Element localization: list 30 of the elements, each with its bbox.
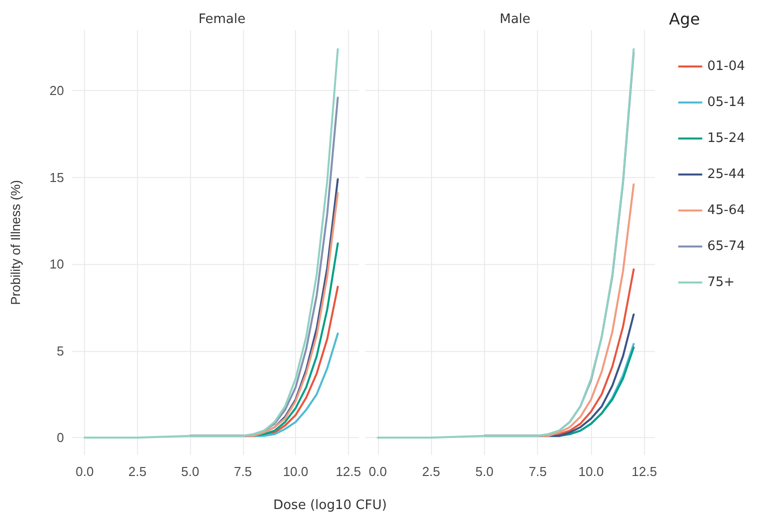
x-tick-label: 7.5 (234, 464, 252, 479)
x-tick-label: 5.0 (181, 464, 200, 479)
legend-label: 75+ (707, 275, 735, 290)
legend-label: 45-64 (707, 203, 746, 218)
legend-label: 65-74 (707, 239, 746, 254)
x-tick-label: 2.5 (128, 464, 146, 479)
x-tick-label: 7.5 (528, 464, 547, 479)
y-tick-label: 5 (56, 343, 64, 358)
x-tick-label: 2.5 (422, 464, 440, 479)
x-tick-label: 12.5 (632, 464, 657, 479)
y-axis-title: Probility of Illness (%) (8, 180, 23, 305)
x-tick-label: 10.0 (578, 464, 604, 479)
chart-title: Female (198, 12, 246, 27)
legend-label: 01-04 (707, 59, 746, 74)
x-tick-label: 5.0 (475, 464, 494, 479)
x-tick-label: 10.0 (282, 464, 308, 479)
y-tick-label: 10 (50, 256, 64, 272)
y-tick-label: 0 (56, 430, 64, 446)
line-series (84, 48, 339, 439)
y-tick-label: 15 (50, 170, 64, 185)
legend-label: 15-24 (707, 131, 746, 146)
legend-title: Age (669, 10, 700, 28)
x-tick-label: 0.0 (368, 464, 387, 479)
x-axis-title: Dose (log10 CFU) (272, 498, 388, 513)
x-tick-label: 12.5 (336, 464, 362, 479)
chart-title: Male (500, 12, 530, 27)
legend-label: 05-14 (707, 95, 746, 110)
y-tick-label: 20 (50, 83, 64, 98)
legend-label: 25-44 (707, 167, 746, 182)
x-tick-label: 0.0 (76, 464, 94, 479)
